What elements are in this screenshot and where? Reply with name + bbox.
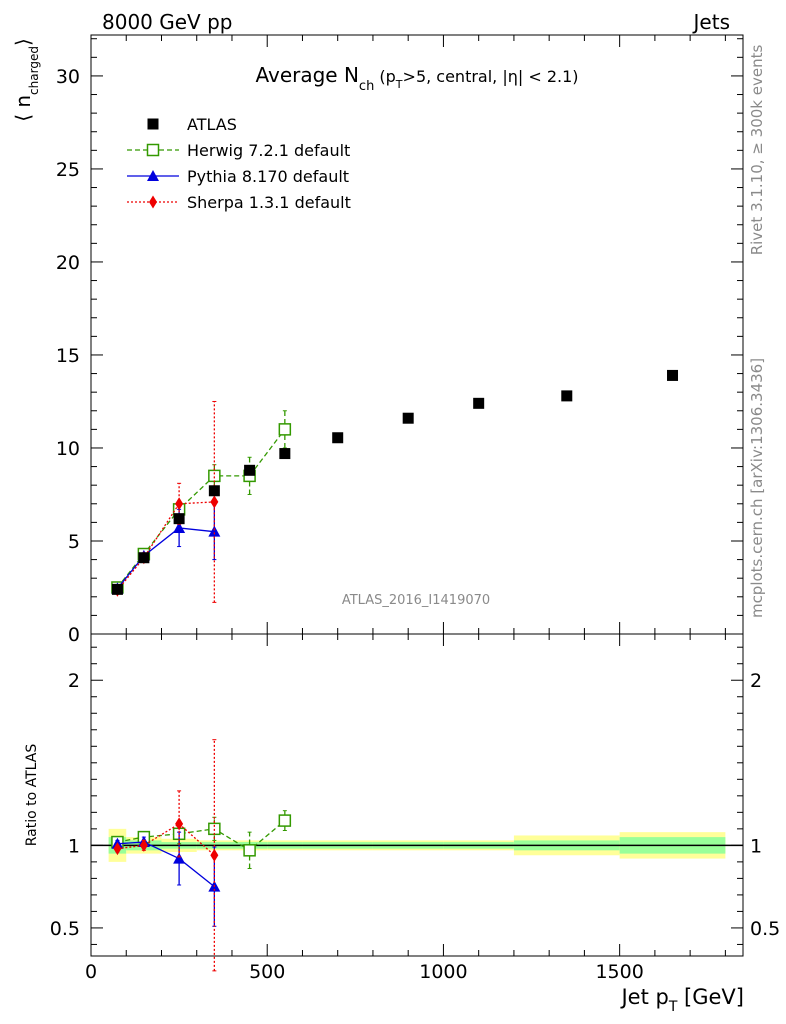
main-pythia-point [173,521,186,533]
x-tick-label: 500 [249,961,285,983]
legend-sherpa-label: Sherpa 1.3.1 default [187,193,351,212]
x-axis-label: Jet pT [GeV] [619,985,744,1015]
rivet-label: Rivet 3.1.10, ≥ 300k events [748,45,766,256]
main-atlas-point [473,397,485,409]
main-atlas-point [138,552,150,564]
analysis-watermark: ATLAS_2016_I1419070 [342,593,490,608]
ratio-ylabel: Ratio to ATLAS [24,744,40,847]
ratio-y-tick-label-right: 2 [750,670,762,692]
main-herwig-line [116,428,286,588]
legend-pythia-marker [147,170,159,181]
ratio-pythia-point [173,852,186,864]
main-atlas-point [332,432,344,444]
y-tick-label: 30 [56,66,80,88]
y-tick-label: 15 [56,345,80,367]
main-ylabel: ⟨ ncharged⟩ [11,38,41,122]
ratio-sherpa-point [175,817,184,831]
legend-atlas-label: ATLAS [187,115,237,134]
main-atlas-point [111,583,123,595]
main-herwig-point [278,423,292,436]
y-tick-label: 5 [68,531,80,553]
ratio-pythia-line [117,841,215,888]
ratio-frame [90,633,744,957]
x-tick-label: 1000 [419,961,467,983]
y-tick-label: 20 [56,252,80,274]
legend-sherpa-marker [149,195,157,209]
main-herwig-point [208,469,221,483]
main-atlas-point [667,369,679,381]
main-panel: 0 5 10 15 20 25 30 [56,34,744,646]
ratio-sherpa-point [139,838,148,852]
main-title: Average Nch (pT>5, central, |η| < 2.1) [255,63,578,94]
main-atlas-point [561,390,573,402]
legend-herwig-label: Herwig 7.2.1 default [187,141,350,160]
ratio-y-tick-label: 1 [68,835,80,857]
main-pythia-point [208,525,221,537]
main-atlas-point [402,412,414,424]
ratio-sherpa-point [210,848,219,862]
ratio-y-tick-label-right: 0.5 [750,918,780,940]
x-tick-label: 1500 [595,961,643,983]
main-sherpa-point [175,497,184,511]
ratio-sherpa-point [113,842,122,856]
main-atlas-point [244,464,256,476]
x-tick-label: 0 [85,961,97,983]
ratio-panel: 0 500 1000 1500 0.5 0.5 1 1 2 2 [50,35,780,983]
main-atlas-point [173,513,185,525]
main-sherpa-point [210,495,219,509]
y-tick-label: 25 [56,159,80,181]
y-tick-label: 10 [56,438,80,460]
ratio-herwig-point [278,814,292,827]
ratio-herwig-point [243,844,256,857]
ratio-y-tick-label-right: 1 [750,835,762,857]
main-pythia-line [116,527,215,589]
legend-pythia-label: Pythia 8.170 default [187,167,349,186]
main-atlas-point [279,448,291,460]
legend-herwig-marker [146,143,160,157]
mcplots-label: mcplots.cern.ch [arXiv:1306.3436] [748,358,766,618]
legend-atlas-marker [147,118,159,130]
ratio-sherpa-line [117,823,215,856]
main-sherpa-line [116,501,215,591]
main-atlas-point [208,485,220,497]
header-left: 8000 GeV pp [102,10,233,34]
y-tick-label: 0 [68,624,80,646]
legend: ATLAS Herwig 7.2.1 default Pythia 8.170 de… [127,115,351,212]
ratio-y-tick-label: 2 [68,670,80,692]
header-right: Jets [692,10,730,34]
ratio-y-tick-label: 0.5 [50,918,80,940]
